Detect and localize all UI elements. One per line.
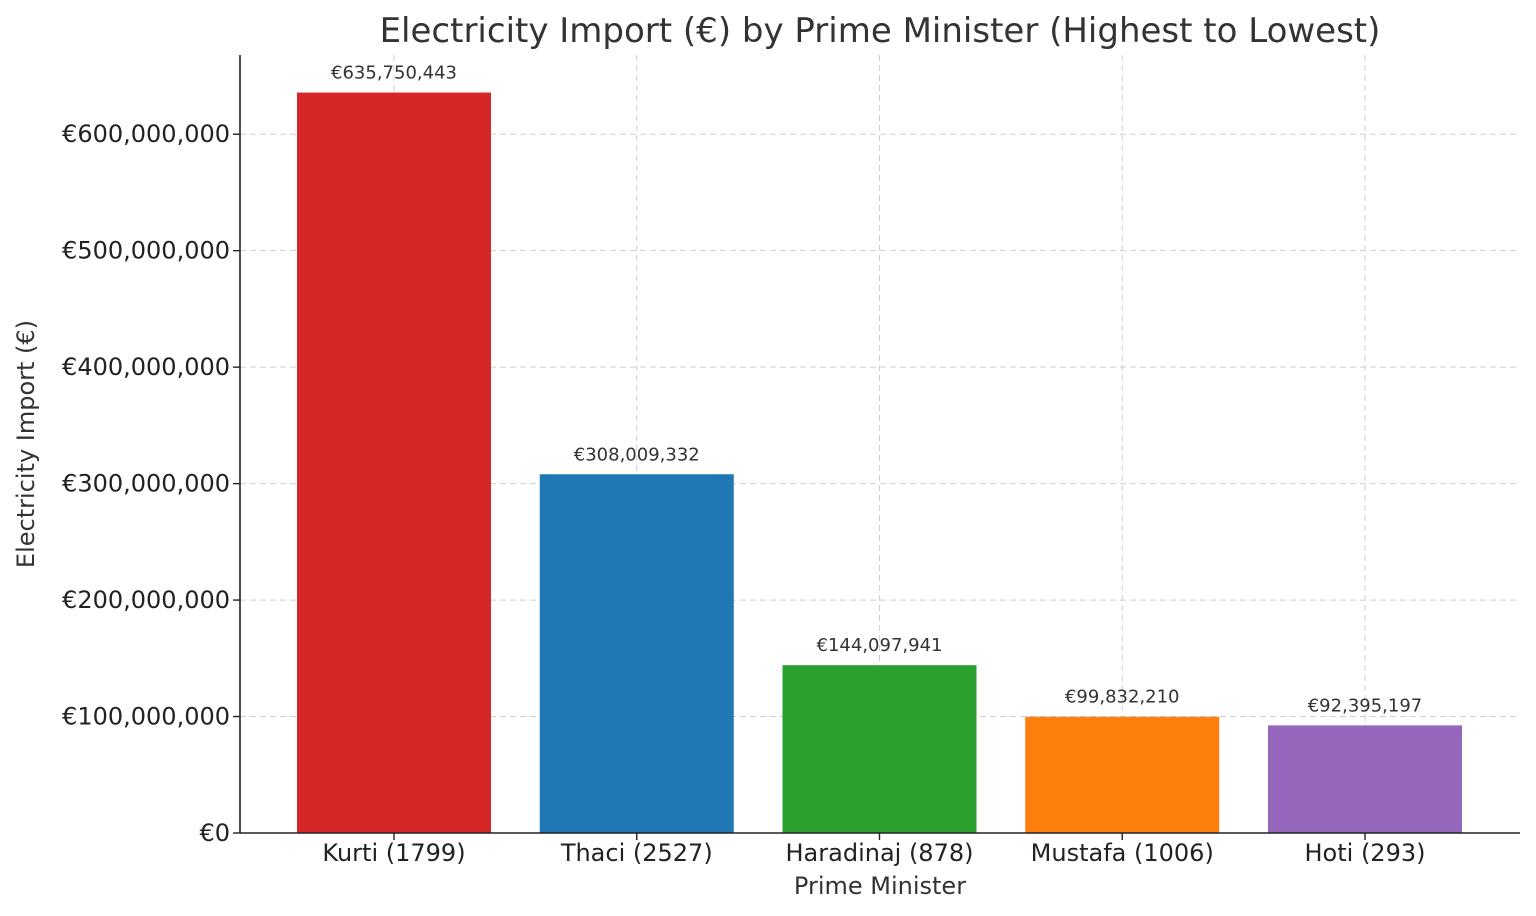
- x-tick-label: Hoti (293): [1305, 839, 1426, 867]
- data-label: €99,832,210: [1065, 687, 1180, 708]
- x-tick-label: Haradinaj (878): [786, 839, 974, 867]
- y-tick-label: €300,000,000: [62, 470, 230, 498]
- bar: [1268, 725, 1462, 833]
- y-tick-label: €400,000,000: [62, 353, 230, 381]
- bars-layer: [297, 92, 1462, 833]
- y-tick-label: €200,000,000: [62, 586, 230, 614]
- chart-title: Electricity Import (€) by Prime Minister…: [380, 11, 1381, 51]
- y-tick-label: €0: [199, 819, 230, 847]
- bar: [1025, 716, 1220, 833]
- y-axis-title: Electricity Import (€): [12, 320, 40, 568]
- data-label: €144,097,941: [817, 635, 943, 656]
- data-labels-layer: €635,750,443 €308,009,332 €144,097,941 €99,…: [331, 63, 1422, 717]
- y-tick-label: €500,000,000: [62, 237, 230, 265]
- x-tick-label: Thaci (2527): [560, 839, 713, 867]
- x-axis-title: Prime Minister: [794, 872, 966, 900]
- x-tick-label: Kurti (1799): [322, 839, 465, 867]
- data-label: €92,395,197: [1308, 695, 1423, 716]
- data-label: €308,009,332: [574, 444, 700, 465]
- x-tick-label: Mustafa (1006): [1031, 839, 1214, 867]
- ticks-layer: €0 €100,000,000 €200,000,000 €300,000,000 €4…: [62, 120, 1425, 867]
- bar: [297, 92, 491, 833]
- bar: [539, 474, 734, 833]
- bar: [782, 665, 977, 833]
- data-label: €635,750,443: [331, 63, 457, 84]
- y-tick-label: €100,000,000: [62, 703, 230, 731]
- y-tick-label: €600,000,000: [62, 120, 230, 148]
